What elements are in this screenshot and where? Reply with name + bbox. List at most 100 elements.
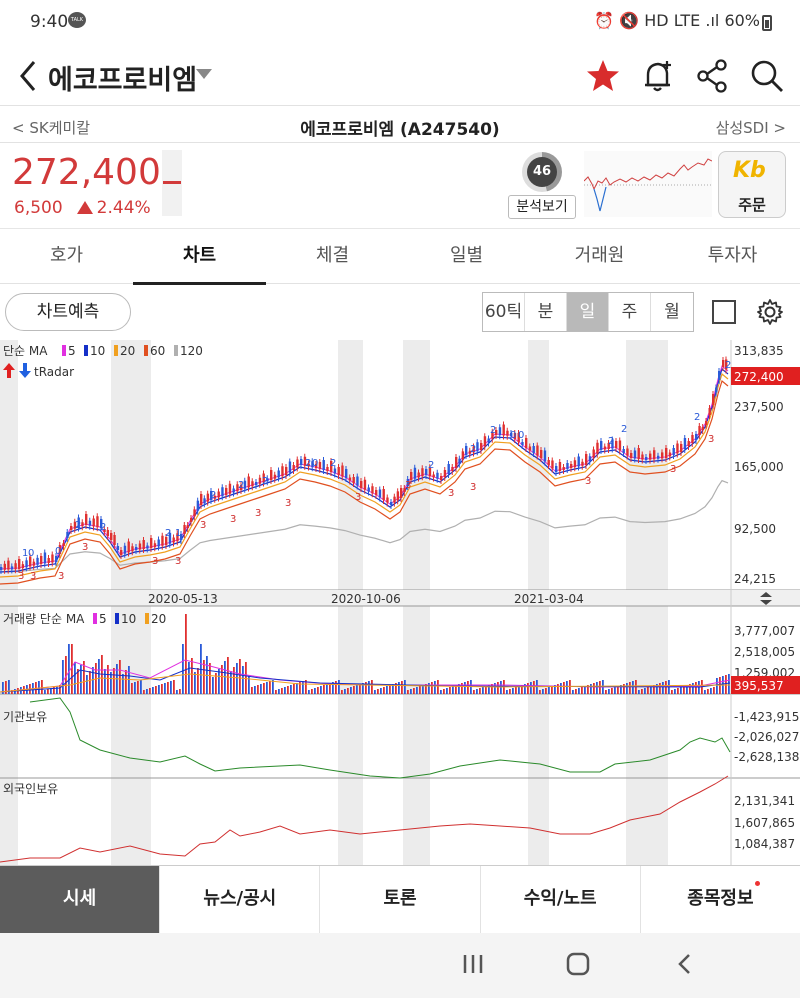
bottom-tab-profit-note[interactable]: 수익/노트 xyxy=(481,866,641,933)
candle-body xyxy=(517,433,520,442)
chart-predict-button[interactable]: 차트예측 xyxy=(5,293,131,331)
candle-body xyxy=(168,532,172,544)
chart-option-checkbox[interactable] xyxy=(712,300,736,324)
panel-resize-handle[interactable] xyxy=(760,592,772,605)
period-day[interactable]: 일 xyxy=(567,293,609,331)
next-stock-link[interactable]: 삼성SDI > xyxy=(715,119,786,137)
volume-bar xyxy=(509,689,511,694)
volume-bar xyxy=(365,682,367,694)
candle-body xyxy=(247,476,250,488)
candle-body xyxy=(25,560,28,568)
candle-body xyxy=(637,448,640,459)
volume-bar xyxy=(404,680,406,694)
candle-body xyxy=(645,457,648,460)
bottom-tab-stock-info[interactable]: 종목정보 xyxy=(641,866,800,933)
candle-body xyxy=(521,442,524,445)
candle-body xyxy=(21,564,25,569)
candle-body xyxy=(495,430,498,435)
candle-body xyxy=(62,543,65,546)
share-icon[interactable] xyxy=(692,56,732,96)
volume-bar xyxy=(254,686,256,694)
volume-bar xyxy=(68,644,70,694)
status-time: 9:40 xyxy=(30,12,69,32)
volume-bar xyxy=(92,667,94,694)
tab-brokers[interactable]: 거래원 xyxy=(574,245,625,266)
analysis-score[interactable]: 46 xyxy=(527,157,557,187)
volume-bar xyxy=(713,687,715,694)
candle-body xyxy=(428,467,432,477)
back-arrow-icon[interactable] xyxy=(14,58,44,94)
recent-apps-icon[interactable] xyxy=(460,951,486,977)
star-icon[interactable] xyxy=(583,56,623,96)
candle-body xyxy=(390,502,393,505)
analysis-button[interactable]: 분석보기 xyxy=(508,195,576,219)
candle-body xyxy=(131,546,134,552)
volume-bar xyxy=(278,689,280,694)
bottom-tab-discussion[interactable]: 토론 xyxy=(320,866,481,933)
period-week[interactable]: 주 xyxy=(609,293,651,331)
period-tick[interactable]: 60틱 xyxy=(483,293,525,331)
order-button[interactable] xyxy=(718,151,786,218)
tab-daily[interactable]: 일별 xyxy=(449,245,484,266)
volume-bar xyxy=(110,672,112,694)
bottom-tab-quote[interactable]: 시세 xyxy=(0,866,161,933)
volume-bar xyxy=(560,683,562,694)
home-icon[interactable] xyxy=(565,951,591,977)
order-label[interactable]: 주문 xyxy=(738,196,766,214)
tab-hoga[interactable]: 호가 xyxy=(49,245,84,266)
system-nav-bar xyxy=(0,933,800,998)
candle-body xyxy=(116,546,120,550)
volume-bar xyxy=(653,685,655,694)
volume-bar xyxy=(515,687,517,694)
network-label: HD LTE xyxy=(644,11,701,30)
volume-bar xyxy=(317,687,319,694)
stock-title[interactable]: 에코프로비엠 xyxy=(48,65,198,96)
candle-body xyxy=(341,465,344,477)
volume-bar xyxy=(590,684,592,694)
volume-bar xyxy=(44,690,46,694)
volume-bar xyxy=(446,688,448,694)
volume-bars xyxy=(0,614,731,694)
volume-bar xyxy=(341,690,343,694)
volume-bar xyxy=(182,644,184,694)
volume-bar xyxy=(371,680,373,694)
volume-bar xyxy=(569,680,571,694)
volume-bar xyxy=(566,681,568,694)
search-icon[interactable] xyxy=(747,56,787,96)
candle-body xyxy=(88,520,92,526)
candle-body xyxy=(281,466,284,477)
ma-key-20 xyxy=(114,345,118,356)
price-ma-legend: 5 10 20 60 120 xyxy=(62,344,203,358)
volume-bar xyxy=(530,682,532,694)
volume-bar xyxy=(179,689,181,694)
period-minute[interactable]: 분 xyxy=(525,293,567,331)
volume-bar xyxy=(611,688,613,694)
candle-body xyxy=(100,519,103,528)
candle-body xyxy=(165,537,168,545)
volume-bar xyxy=(689,684,691,694)
intraday-mini-chart[interactable] xyxy=(584,151,712,217)
period-month[interactable]: 월 xyxy=(664,302,680,322)
candle-body xyxy=(330,461,333,472)
volume-bar xyxy=(197,668,199,694)
gear-icon[interactable] xyxy=(756,298,784,326)
volume-bar xyxy=(338,680,340,694)
volume-bar xyxy=(449,687,451,694)
nav-back-icon[interactable] xyxy=(672,951,698,977)
tab-trades[interactable]: 체결 xyxy=(315,245,350,266)
candle-body xyxy=(142,540,145,549)
chevron-down-icon[interactable] xyxy=(196,69,212,79)
volume-bar xyxy=(326,684,328,694)
inst-tick-1: -2,026,027 xyxy=(734,730,799,744)
volume-bar xyxy=(203,660,205,694)
bottom-tab-news[interactable]: 뉴스/공시 xyxy=(160,866,321,933)
tab-chart[interactable]: 차트 xyxy=(133,229,266,285)
volume-bar xyxy=(482,687,484,694)
prev-stock-link[interactable]: < SK케미칼 xyxy=(12,119,91,137)
bell-plus-icon[interactable] xyxy=(638,56,678,96)
vol-ma-key-10 xyxy=(115,613,119,624)
volume-bar xyxy=(8,680,10,694)
tab-investors[interactable]: 투자자 xyxy=(707,245,758,266)
